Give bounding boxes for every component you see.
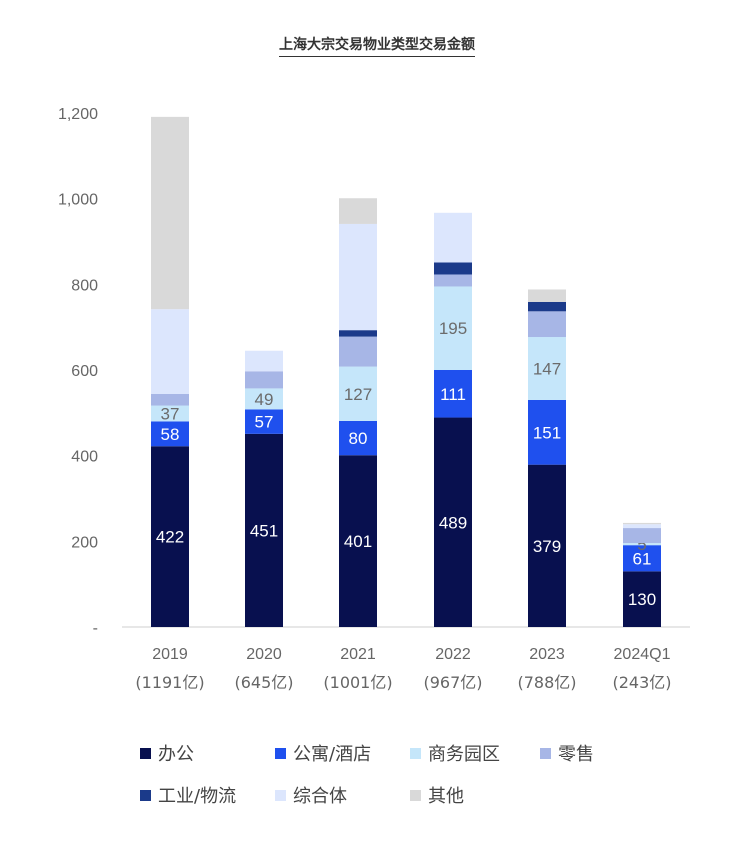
data-label: 422 (156, 528, 184, 547)
bar-segment-3-1 (245, 371, 283, 389)
x-tick-sublabel: (788亿) (517, 673, 576, 692)
x-tick-sublabel: (1191亿) (135, 673, 204, 692)
legend-item: 零售 (540, 740, 594, 766)
legend-item: 综合体 (275, 782, 347, 808)
y-tick-label: 800 (71, 277, 98, 294)
legend-swatch (140, 747, 151, 759)
data-label: 489 (439, 513, 467, 532)
bar-segment-1-5 (623, 545, 661, 572)
x-tick-label: 2024Q1 (614, 646, 671, 663)
chart-title: 上海大宗交易物业类型交易金额 (0, 34, 754, 57)
x-tick-label: 2021 (340, 646, 376, 663)
bar-segment-5-1 (245, 350, 283, 372)
y-tick-label: 400 (71, 449, 98, 466)
bar-segment-3-3 (434, 274, 472, 287)
bar-segment-4-3 (434, 262, 472, 275)
legend-swatch (140, 789, 151, 801)
legend-label: 工业/物流 (158, 786, 237, 807)
bar-segment-1-0 (151, 421, 189, 447)
bar-segment-6-2 (339, 198, 377, 224)
data-label: 49 (255, 390, 274, 409)
legend-label: 公寓/酒店 (293, 744, 372, 765)
bar-segment-1-1 (245, 409, 283, 434)
data-label: 127 (344, 385, 372, 404)
chart-title-text: 上海大宗交易物业类型交易金额 (279, 37, 475, 57)
y-tick-label: 600 (71, 363, 98, 380)
bar-segment-0-5 (623, 571, 661, 627)
bar-segment-4-2 (339, 330, 377, 337)
bar-segment-5-0 (151, 309, 189, 394)
bar-segment-3-5 (623, 528, 661, 544)
bar-segment-2-4 (528, 337, 566, 400)
legend-swatch (275, 789, 286, 801)
bar-segment-2-5 (623, 543, 661, 546)
legend-label: 零售 (558, 744, 594, 765)
x-tick-label: 2020 (246, 646, 282, 663)
legend-item: 办公 (140, 740, 194, 766)
data-label: 111 (440, 385, 466, 404)
data-label: 61 (633, 549, 652, 568)
bar-segment-0-3 (434, 417, 472, 627)
bar-segment-0-1 (245, 433, 283, 627)
bar-segment-1-3 (434, 370, 472, 418)
y-tick-label: 200 (71, 534, 98, 551)
legend-item: 商务园区 (410, 740, 500, 766)
legend-item: 工业/物流 (140, 782, 236, 808)
bar-segment-2-1 (245, 388, 283, 410)
data-label: 5 (637, 535, 646, 554)
data-label: 58 (161, 425, 180, 444)
legend-label: 其他 (428, 786, 464, 807)
data-label: 451 (250, 521, 278, 540)
bar-segment-5-3 (434, 212, 472, 263)
x-tick-sublabel: (967亿) (423, 673, 482, 692)
bar-segment-1-4 (528, 399, 566, 465)
bar-segment-3-4 (528, 311, 566, 338)
y-tick-label: 1,000 (58, 192, 98, 209)
bar-segment-6-0 (151, 116, 189, 310)
bar-segment-3-2 (339, 336, 377, 367)
x-tick-label: 2022 (435, 646, 471, 663)
stacked-bar-chart: - 200 400 600 800 1,000 1,200 422 58 37 2019 (1191亿… (58, 106, 690, 692)
data-label: 379 (533, 537, 561, 556)
x-tick-label: 2019 (152, 646, 188, 663)
legend-item: 其他 (410, 782, 464, 808)
data-label: 57 (255, 413, 274, 432)
y-tick-label: - (93, 620, 98, 637)
bar-segment-3-0 (151, 393, 189, 406)
bar-segment-2-3 (434, 286, 472, 370)
legend-swatch (275, 747, 286, 759)
data-label: 80 (349, 429, 368, 448)
bar-segment-0-4 (528, 464, 566, 627)
data-label: 195 (439, 319, 467, 338)
x-tick-label: 2023 (529, 646, 565, 663)
bar-segment-2-2 (339, 366, 377, 421)
data-label: 151 (533, 423, 561, 442)
bar-segment-5-2 (339, 223, 377, 331)
x-tick-sublabel: (1001亿) (323, 673, 392, 692)
legend-label: 商务园区 (428, 744, 500, 765)
bar-segment-0-2 (339, 455, 377, 627)
bar-segment-0-0 (151, 446, 189, 627)
data-label: 401 (344, 532, 372, 551)
legend-swatch (540, 747, 551, 759)
data-label: 130 (628, 590, 656, 609)
bar-segment-6-5 (623, 522, 661, 525)
bar-segment-5-5 (623, 524, 661, 529)
bar-segment-1-2 (339, 420, 377, 456)
legend-label: 综合体 (293, 786, 347, 807)
legend-swatch (410, 747, 421, 759)
bar-segment-4-4 (528, 301, 566, 312)
data-label: 37 (161, 404, 180, 423)
bar-segment-2-0 (151, 405, 189, 422)
x-tick-sublabel: (645亿) (234, 673, 293, 692)
legend-item: 公寓/酒店 (275, 740, 371, 766)
bar-segment-6-4 (528, 289, 566, 302)
legend-label: 办公 (158, 744, 194, 765)
data-label: 147 (533, 360, 561, 379)
legend-swatch (410, 789, 421, 801)
y-tick-label: 1,200 (58, 106, 98, 123)
x-tick-sublabel: (243亿) (612, 673, 671, 692)
